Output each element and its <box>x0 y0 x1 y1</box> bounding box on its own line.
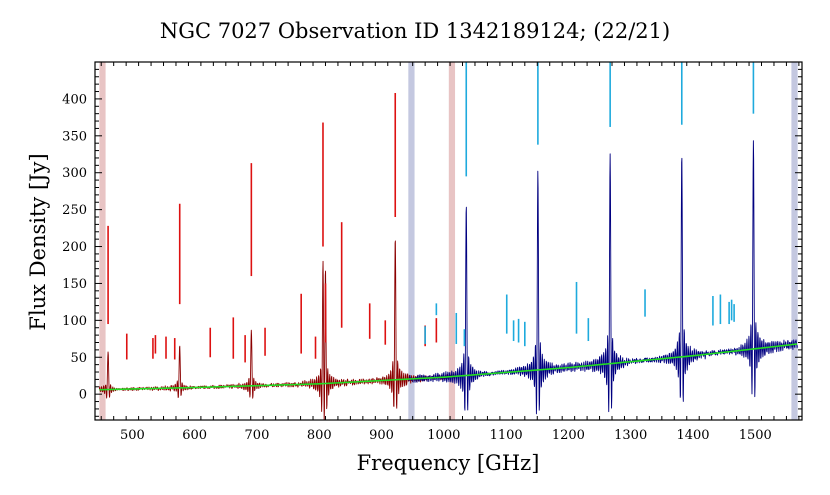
y-tick-label: 200 <box>62 240 87 255</box>
ssw-band-edge <box>408 62 415 420</box>
x-tick-label: 600 <box>182 428 207 443</box>
slw-band-edge <box>448 62 456 420</box>
x-axis-title: Frequency [GHz] <box>357 451 540 475</box>
y-axis-title: Flux Density [Jy] <box>26 153 50 330</box>
slw-band-edge <box>99 62 106 420</box>
x-tick-label: 1200 <box>552 428 585 443</box>
y-tick-label: 300 <box>62 166 87 181</box>
y-tick-label: 50 <box>70 351 87 366</box>
line-markers <box>107 62 755 363</box>
y-tick-label: 0 <box>79 388 87 403</box>
x-tick-label: 1300 <box>614 428 647 443</box>
y-tick-label: 350 <box>62 129 87 144</box>
x-tick-label: 800 <box>307 428 332 443</box>
spectra <box>98 140 798 420</box>
x-tick-label: 1400 <box>676 428 709 443</box>
x-tick-label: 700 <box>245 428 270 443</box>
y-tick-label: 400 <box>62 92 87 107</box>
x-tick-label: 900 <box>369 428 394 443</box>
y-tick-label: 250 <box>62 203 87 218</box>
y-axis-ticks: 0 50 100 150 200 250 300 350 400 <box>62 61 802 417</box>
y-tick-label: 100 <box>62 314 87 329</box>
continuum-fit <box>99 343 798 391</box>
plot-frame <box>94 61 803 421</box>
ssw-band-edge <box>791 62 798 420</box>
continuum-fit-line <box>99 343 798 391</box>
band-edge-shading <box>99 62 798 420</box>
slw-spectrum-line <box>98 240 456 420</box>
x-axis-ticks: 500 600 700 800 900 1000 1100 1200 1300 1400 1500 <box>100 62 800 443</box>
x-tick-label: 1100 <box>490 428 523 443</box>
ssw-spectrum-line <box>407 140 798 415</box>
chart-title: NGC 7027 Observation ID 1342189124; (22/… <box>160 19 670 43</box>
x-tick-label: 500 <box>120 428 145 443</box>
y-tick-label: 150 <box>62 277 87 292</box>
x-tick-label: 1000 <box>427 428 460 443</box>
x-tick-label: 1500 <box>739 428 772 443</box>
